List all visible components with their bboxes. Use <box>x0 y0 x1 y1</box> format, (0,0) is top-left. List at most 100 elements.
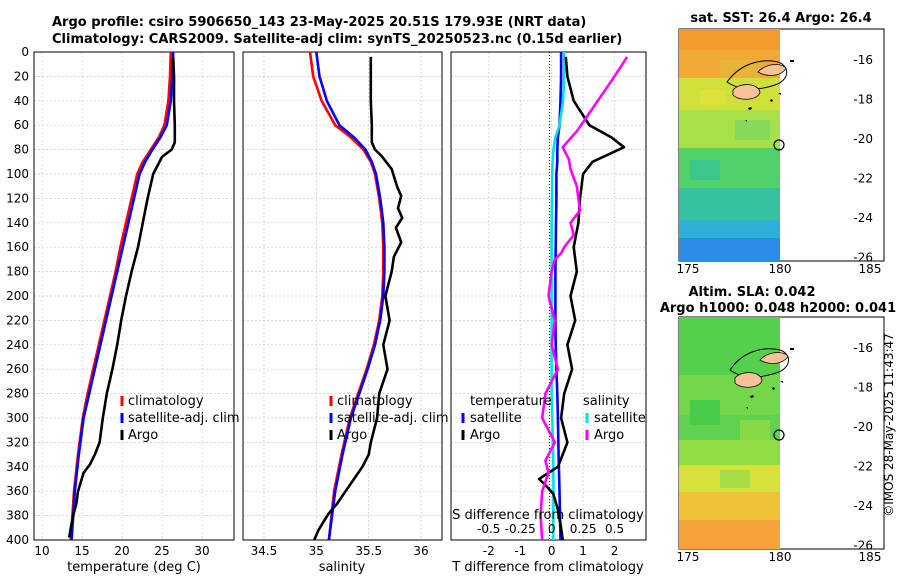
temperature-grid <box>34 51 234 541</box>
difference-profile-panel: -2 -1 0 1 2 -0.5 -0.25 0 0.25 0.5 S difference fr… <box>450 51 647 575</box>
x2-tick-label: 0 <box>548 522 556 536</box>
x2-tick-label: -0.25 <box>505 522 536 536</box>
sla-map: 175 180 185 -16 -18 -20 -22 -24 -26 <box>677 316 885 564</box>
map-y-tick-label: -26 <box>853 539 873 553</box>
map-x-tick-label: 180 <box>769 262 792 276</box>
y-tick-label: 300 <box>6 411 29 425</box>
temperature-xlabel: temperature (deg C) <box>67 560 201 575</box>
salinity-xlabel: salinity <box>319 560 366 575</box>
legend-label: satellite <box>470 411 522 426</box>
sla-field <box>679 317 780 549</box>
y-tick-label: 180 <box>6 265 29 279</box>
x-tick-label: 25 <box>154 544 169 558</box>
sst-coastline <box>726 60 794 122</box>
map-y-tick-label: -18 <box>853 93 873 107</box>
header-line-1: Argo profile: csiro 5906650_143 23-May-2… <box>52 15 587 30</box>
legend-title-salinity: salinity <box>583 394 630 409</box>
map-y-tick-label: -24 <box>853 211 873 225</box>
y-tick-label: 0 <box>21 45 29 59</box>
series-line-satellite-adj-clim <box>70 52 175 540</box>
map-y-tick-label: -20 <box>853 132 873 146</box>
header-line-2: Climatology: CARS2009. Satellite-adj cli… <box>52 32 623 47</box>
temperature-axes-box <box>33 51 235 541</box>
salinity-profile-panel: 34.5 35 35.5 36 salinity climatology satelli… <box>242 51 449 575</box>
sla-map-title-1: Altim. SLA: 0.042 <box>689 285 816 300</box>
y-tick-label: 60 <box>14 118 29 132</box>
temperature-profile-panel: 0 20 40 60 80 100 120 140 160 180 200 220 240 260 280 3… <box>6 45 240 575</box>
x2-tick-label: 0.25 <box>570 522 597 536</box>
y-tick-label: 240 <box>6 338 29 352</box>
y-tick-label: 320 <box>6 435 29 449</box>
x-tick-label: 15 <box>74 544 89 558</box>
y-tick-label: 100 <box>6 167 29 181</box>
y-tick-label: 200 <box>6 289 29 303</box>
x-tick-label: -2 <box>483 544 495 558</box>
map-x-tick-label: 180 <box>769 550 792 564</box>
legend-label: satellite <box>594 411 646 426</box>
imos-timestamp: ©IMOS 28-May-2025 11:43:47 <box>882 333 896 517</box>
map-y-tick-label: -20 <box>853 420 873 434</box>
series-line-argo <box>313 56 404 540</box>
legend-label: Argo <box>470 428 500 443</box>
series-line-argo <box>67 56 177 538</box>
x-tick-label: 36 <box>413 544 428 558</box>
sla-map-title-2: Argo h1000: 0.048 h2000: 0.041 <box>660 301 896 316</box>
x-tick-label: 30 <box>194 544 209 558</box>
sla-argo-position-marker <box>773 429 785 441</box>
salinity-legend: climatology satellite-adj. clim Argo <box>329 394 449 443</box>
sst-map-tick-labels: 175 180 185 -16 -18 -20 -22 -24 -26 <box>677 53 882 276</box>
series-line-salinity-satellite <box>550 52 566 540</box>
sst-map-title: sat. SST: 26.4 Argo: 26.4 <box>690 11 871 26</box>
t-difference-xlabel: T difference from climatology <box>451 560 644 575</box>
map-y-tick-label: -18 <box>853 381 873 395</box>
legend-label: climatology <box>337 394 413 409</box>
salinity-tick-labels: 34.5 35 35.5 36 <box>251 544 429 558</box>
map-x-tick-label: 175 <box>677 550 700 564</box>
y-tick-label: 380 <box>6 509 29 523</box>
y-tick-label: 400 <box>6 533 29 547</box>
legend-label: Argo <box>594 428 624 443</box>
sst-field <box>679 29 780 261</box>
y-tick-label: 260 <box>6 362 29 376</box>
legend-label: climatology <box>128 394 204 409</box>
legend-label: Argo <box>337 428 367 443</box>
map-y-tick-label: -24 <box>853 499 873 513</box>
series-line-temperature-argo <box>537 56 626 540</box>
sst-map: 175 180 185 -16 -18 -20 -22 -24 -26 <box>677 28 885 276</box>
y-tick-label: 280 <box>6 387 29 401</box>
salinity-series <box>308 52 404 540</box>
map-x-tick-label: 175 <box>677 262 700 276</box>
y-tick-label: 340 <box>6 460 29 474</box>
legend-label: satellite-adj. clim <box>337 411 449 426</box>
y-tick-label: 20 <box>14 69 29 83</box>
x-tick-label: 0 <box>548 544 556 558</box>
x-tick-label: 1 <box>579 544 587 558</box>
difference-axes-box <box>450 51 647 541</box>
y-tick-label: 80 <box>14 143 29 157</box>
map-y-tick-label: -26 <box>853 251 873 265</box>
temperature-legend: climatology satellite-adj. clim Argo <box>120 394 240 443</box>
legend-label: Argo <box>128 428 158 443</box>
legend-title-temperature: temperature <box>470 394 552 409</box>
difference-legend: temperature salinity satellite Argo satellit… <box>461 394 646 443</box>
map-y-tick-label: -22 <box>853 172 873 186</box>
y-tick-label: 360 <box>6 484 29 498</box>
y-tick-label: 160 <box>6 240 29 254</box>
map-y-tick-label: -22 <box>853 460 873 474</box>
map-y-tick-label: -16 <box>853 341 873 355</box>
salinity-axes-box <box>242 51 443 541</box>
x-tick-label: -1 <box>514 544 526 558</box>
series-line-satellite-adj-clim <box>315 52 386 540</box>
map-y-tick-label: -16 <box>853 53 873 67</box>
y-tick-label: 120 <box>6 191 29 205</box>
s-difference-xlabel: S difference from climatology <box>452 508 644 523</box>
x2-tick-label: -0.5 <box>477 522 500 536</box>
temperature-series <box>67 52 177 540</box>
x-tick-label: 2 <box>611 544 619 558</box>
x-tick-label: 20 <box>114 544 129 558</box>
sla-map-tick-labels: 175 180 185 -16 -18 -20 -22 -24 -26 <box>677 341 882 564</box>
x2-tick-label: 0.5 <box>605 522 624 536</box>
x-tick-label: 34.5 <box>251 544 278 558</box>
legend-label: satellite-adj. clim <box>128 411 240 426</box>
